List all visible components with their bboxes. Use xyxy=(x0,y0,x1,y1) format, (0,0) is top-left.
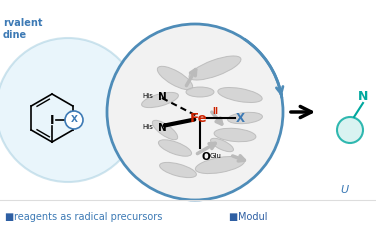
Text: O: O xyxy=(202,152,211,162)
Circle shape xyxy=(337,117,363,143)
Text: N: N xyxy=(358,90,368,104)
Ellipse shape xyxy=(214,128,256,142)
Ellipse shape xyxy=(159,162,196,178)
Text: Glu: Glu xyxy=(210,153,222,159)
Circle shape xyxy=(0,38,140,182)
Text: U: U xyxy=(340,185,348,195)
Text: N: N xyxy=(158,123,167,133)
Ellipse shape xyxy=(227,112,262,124)
Ellipse shape xyxy=(211,138,233,152)
Text: Modul: Modul xyxy=(238,212,267,222)
Text: X: X xyxy=(236,111,245,125)
Text: His: His xyxy=(142,124,153,130)
Text: reagents as radical precursors: reagents as radical precursors xyxy=(14,212,162,222)
Ellipse shape xyxy=(158,140,192,156)
Ellipse shape xyxy=(142,93,179,108)
Ellipse shape xyxy=(196,156,245,173)
Circle shape xyxy=(107,24,283,200)
Ellipse shape xyxy=(157,66,193,90)
Circle shape xyxy=(65,111,83,129)
Text: I: I xyxy=(50,114,54,126)
Ellipse shape xyxy=(186,87,214,97)
Text: Fe: Fe xyxy=(190,111,208,125)
Ellipse shape xyxy=(152,120,178,140)
Ellipse shape xyxy=(189,56,241,80)
Text: II: II xyxy=(212,108,218,117)
Text: X: X xyxy=(71,115,77,125)
Text: rvalent: rvalent xyxy=(3,18,42,28)
Ellipse shape xyxy=(218,88,262,102)
Text: ■: ■ xyxy=(228,212,237,222)
Text: ■: ■ xyxy=(4,212,13,222)
Text: His: His xyxy=(142,93,153,99)
Text: dine: dine xyxy=(3,30,27,40)
Text: N: N xyxy=(158,92,167,102)
